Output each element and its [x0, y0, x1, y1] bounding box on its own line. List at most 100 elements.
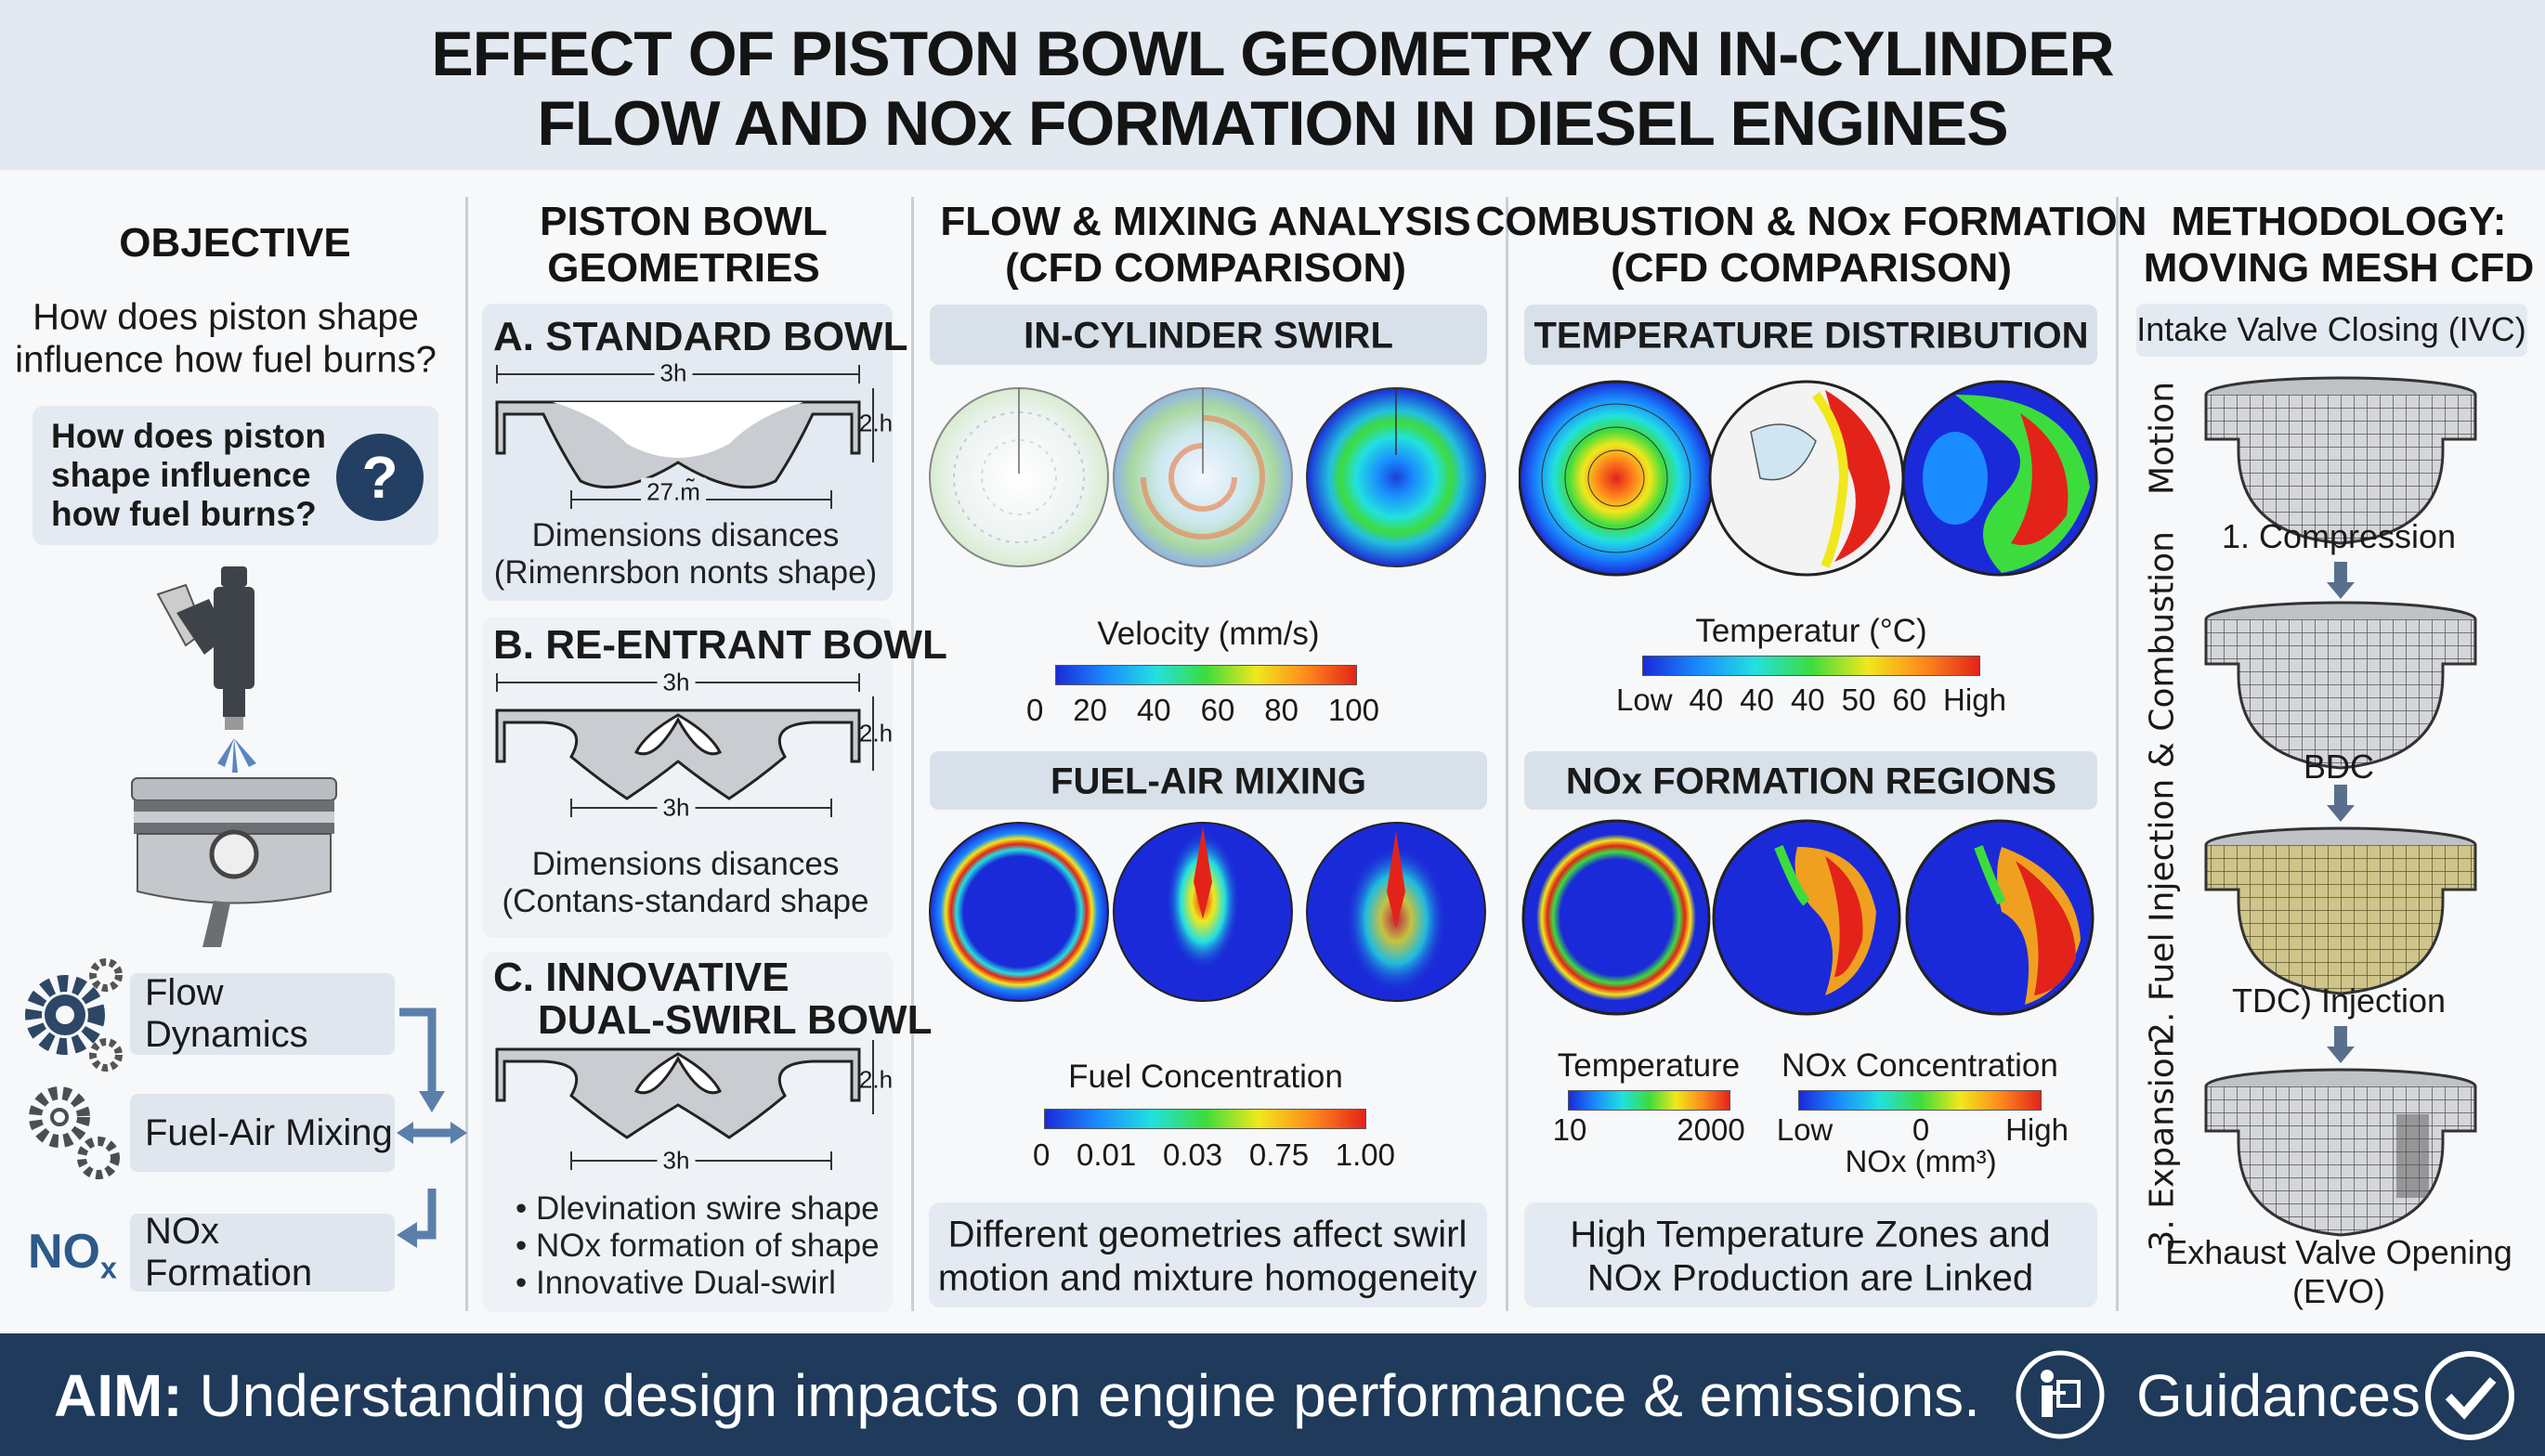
objective-item-flow-dynamics: Flow Dynamics	[130, 972, 395, 1055]
question-box-text: How does piston shape influence how fuel…	[51, 417, 326, 534]
swirl-plot-dual-swirl	[1306, 387, 1486, 567]
flow-title: FLOW & MIXING ANALYSIS (CFD COMPARISON)	[940, 199, 1471, 291]
divider	[2116, 197, 2119, 1311]
tick-label: 0.03	[1162, 1138, 1223, 1172]
ivc-box: Intake Valve Closing (IVC)	[2136, 304, 2527, 357]
tick-label: 0	[1026, 693, 1044, 727]
fuel-colorbar	[1044, 1109, 1366, 1129]
question-icon: ?	[336, 434, 424, 521]
fuel-ticks: 0 0.01 0.03 0.75 1.00	[1033, 1138, 1395, 1173]
question-line: shape influence	[51, 456, 311, 494]
dimension-label: 27.m̃	[641, 477, 706, 507]
title-line-1: EFFECT OF PISTON BOWL GEOMETRY ON IN-CYL…	[431, 19, 2114, 89]
nox-plot-reentrant	[1712, 819, 1901, 1016]
temperature-band	[1524, 305, 2097, 365]
mixing-title: FUEL-AIR MIXING	[1051, 760, 1366, 802]
geometries-title: PISTON BOWL GEOMETRIES	[540, 199, 828, 291]
tick-label: 0	[1912, 1112, 1930, 1147]
nox-regions-title: NOx FORMATION REGIONS	[1565, 760, 2057, 802]
reentrant-bowl-diagram	[495, 673, 874, 817]
dual-swirl-bullets: • Dlevination swire shape • NOx formatio…	[516, 1190, 880, 1302]
summary-line: NOx Production are Linked	[1586, 1257, 2034, 1299]
legend-nox-colorbar	[1798, 1090, 2042, 1111]
tick-label: 0.75	[1248, 1138, 1310, 1172]
mixing-plot-reentrant	[1113, 822, 1293, 1002]
tick-label: 10	[1552, 1112, 1587, 1147]
velocity-ticks: 0 20 40 60 80 100	[1026, 693, 1379, 728]
tick-label: 20	[1073, 693, 1108, 727]
mixing-plot-dual-swirl	[1306, 822, 1486, 1002]
dimension-label: 3h	[657, 1146, 696, 1176]
presenter-icon	[2016, 1350, 2105, 1439]
aim-statement: AIM: Understanding design impacts on eng…	[54, 1362, 1980, 1429]
guidances-label: Guidances	[2136, 1362, 2421, 1429]
gears-icon	[29, 1086, 120, 1179]
methodology-title: METHODOLOGY: MOVING MESH CFD	[2143, 199, 2535, 291]
question-box: How does piston shape influence how fuel…	[33, 406, 438, 545]
temperature-plots	[1519, 380, 2098, 577]
summary-line: motion and mixture homogeneity	[937, 1257, 1478, 1299]
tick-label: 0	[1033, 1138, 1051, 1172]
velocity-label: Velocity (mm/s)	[1097, 616, 1320, 652]
legend-nox-label: NOx Concentration	[1782, 1047, 2058, 1084]
tick-label: 60	[1200, 693, 1235, 727]
swirl-plot-reentrant	[1113, 387, 1293, 567]
objective-title: OBJECTIVE	[119, 220, 351, 266]
mesh-tdc	[2204, 826, 2477, 995]
velocity-colorbar	[1055, 665, 1357, 685]
swirl-plot-standard	[929, 387, 1109, 567]
dual-swirl-bowl-diagram	[495, 1040, 874, 1170]
dimension-label: 2.h	[858, 409, 894, 437]
temperature-colorbar	[1642, 656, 1980, 676]
piston-icon	[131, 777, 337, 947]
title-line-2: FLOW AND NOx FORMATION IN DIESEL ENGINES	[537, 88, 2008, 159]
bullet-item: • Dlevination swire shape	[516, 1190, 880, 1227]
temperature-label: Temperatur (°C)	[1695, 613, 1927, 649]
swirl-band	[930, 305, 1487, 365]
standard-bowl-diagram	[495, 365, 874, 509]
dual-swirl-bowl-title: C. INNOVATIVE DUAL-SWIRL BOWL	[493, 955, 933, 1043]
side-label-motion: Motion	[2143, 381, 2182, 496]
dimension-label: 3h	[657, 793, 696, 823]
nox-band	[1524, 751, 2097, 810]
dimension-label: 3h	[654, 358, 693, 388]
bullet-item: • NOx formation of shape	[516, 1228, 880, 1264]
tick-label: 40	[1790, 682, 1825, 717]
step-tdc: TDC) Injection	[2231, 982, 2447, 1020]
temperature-plot-dual-swirl	[1901, 380, 2098, 577]
question-line: how fuel burns?	[51, 495, 317, 533]
tick-label: 2000	[1677, 1112, 1745, 1147]
standard-bowl-title: A. STANDARD BOWL	[493, 314, 908, 359]
injector-piston-illustration	[131, 566, 337, 947]
combustion-summary-box: High Temperature Zones and NOx Productio…	[1524, 1202, 2097, 1307]
standard-bowl-text: (Rimenrsbon nonts shape)	[493, 554, 878, 591]
fuel-concentration-label: Fuel Concentration	[1068, 1059, 1343, 1095]
footer: AIM: Understanding design impacts on eng…	[0, 1333, 2545, 1456]
mesh-bdc	[2204, 601, 2477, 770]
summary-line: Different geometries affect swirl	[947, 1214, 1468, 1255]
check-circle-icon	[2425, 1351, 2514, 1440]
legend-nox-unit: NOx (mm³)	[1845, 1144, 1997, 1178]
objective-item-nox-formation: NOx Formation	[130, 1211, 395, 1294]
divider	[911, 197, 914, 1311]
step-evo: (EVO)	[2291, 1272, 2386, 1310]
summary-line: High Temperature Zones and	[1570, 1214, 2051, 1255]
moving-mesh-diagram	[2204, 376, 2477, 1237]
gears-icon	[25, 958, 123, 1072]
tick-label: 60	[1892, 682, 1927, 717]
side-label-expansion: 3. Expansion	[2143, 1036, 2182, 1252]
legend-temperature-label: Temperature	[1557, 1047, 1741, 1084]
tick-label: 40	[1689, 682, 1724, 717]
tick-label: 100	[1327, 693, 1379, 727]
mesh-evo	[2204, 1068, 2477, 1237]
tick-label: High	[1943, 682, 2006, 717]
side-label-injection: 2. Fuel Injection & Combustion	[2143, 531, 2182, 1044]
tick-label: 80	[1264, 693, 1299, 727]
legend-temperature-colorbar	[1568, 1090, 1730, 1111]
dimension-label: 2.h	[858, 719, 894, 748]
temperature-title: TEMPERATURE DISTRIBUTION	[1534, 315, 2089, 357]
nox-plot-standard	[1521, 819, 1711, 1016]
temperature-plot-standard	[1519, 380, 1715, 577]
dual-swirl-bowl-panel	[482, 952, 893, 1312]
flow-arrows	[397, 1008, 467, 1248]
